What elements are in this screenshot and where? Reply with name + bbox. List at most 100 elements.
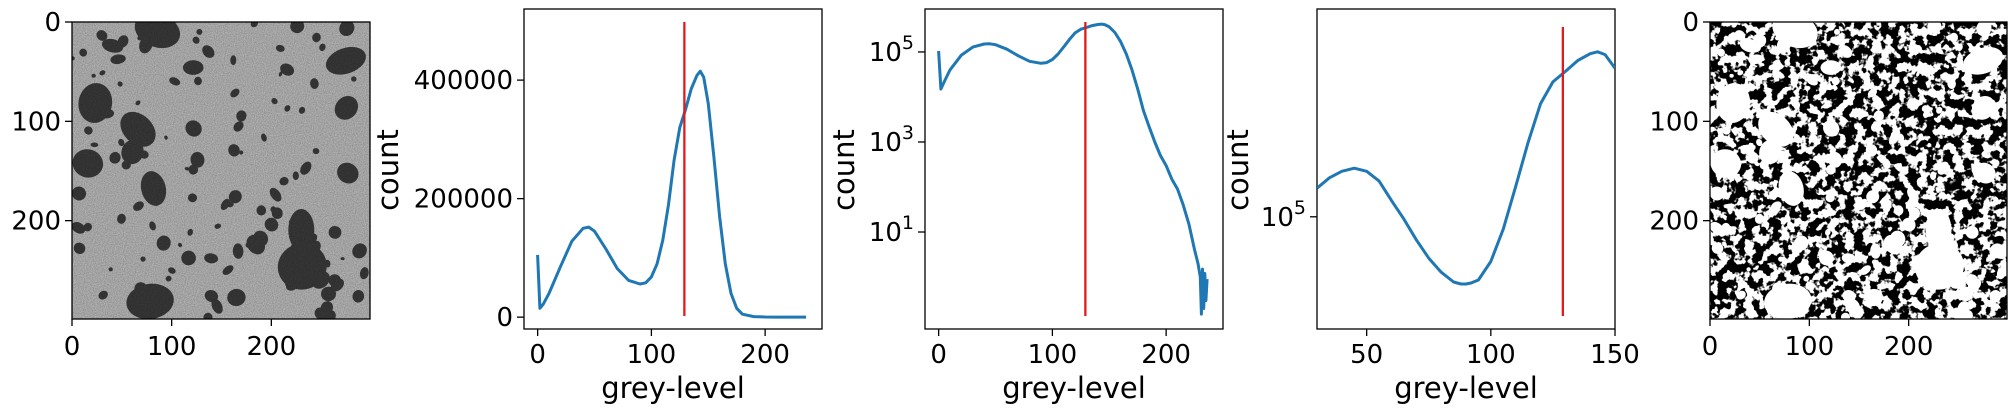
y-tick-label: 103 (869, 122, 914, 158)
binary-particle (1917, 63, 1932, 76)
binary-particle (1907, 206, 1914, 213)
binary-particle (1945, 233, 1955, 244)
binary-particle (1927, 22, 1942, 34)
binary-particle (1729, 73, 1734, 78)
binary-particle (1989, 243, 2005, 259)
binary-particle (1852, 223, 1859, 229)
binary-particle (1870, 121, 1882, 132)
binary-particle (1907, 187, 1919, 202)
binary-particle (1965, 225, 1979, 239)
binary-particle (1883, 234, 1903, 255)
binary-particle (1825, 228, 1831, 236)
binary-particle (1916, 177, 1926, 186)
binary-particle (1888, 22, 1896, 28)
x-tick-label: 150 (1590, 340, 1640, 370)
binary-particle (1736, 290, 1746, 300)
histogram-linear-ylabel: count (371, 129, 405, 211)
binary-particle (1949, 32, 1959, 43)
binary-particle (1794, 235, 1809, 251)
x-tick-label: 0 (64, 332, 81, 362)
binary-particle (1876, 150, 1881, 155)
binary-particle (1873, 110, 1884, 122)
binary-particle (1893, 205, 1904, 216)
x-tick-label: 0 (930, 340, 947, 370)
binary-particle (1823, 120, 1840, 137)
binary-particle (1728, 142, 1737, 148)
x-tick-label: 100 (147, 332, 197, 362)
binary-particle (1902, 217, 1916, 232)
y-tick-label: 200 (11, 207, 61, 237)
binary-particle (1913, 44, 1923, 52)
y-tick-label: 400000 (414, 66, 513, 96)
y-tick-label: 200 (1649, 207, 1699, 237)
binary-particle (1865, 144, 1878, 157)
binary-particle (1755, 35, 1767, 48)
binary-particle (1772, 22, 1818, 49)
histogram-zoom-frame (1316, 8, 1616, 330)
histogram-series-line (536, 69, 807, 319)
binary-particle (1977, 257, 1982, 261)
binary-particle (1710, 149, 1742, 178)
binary-particle (1756, 138, 1763, 147)
micrograph-panel: 0 100 200 0 100 200 (11, 8, 371, 362)
binary-particle (1961, 259, 1968, 268)
binary-particle (1834, 28, 1840, 35)
x-tick-label: 100 (1785, 332, 1835, 362)
binary-particle (1822, 167, 1828, 171)
x-tick-label: 200 (247, 332, 297, 362)
binary-particle (1849, 298, 1861, 314)
binary-particle (1956, 43, 1963, 52)
binary-particle (1773, 100, 1779, 106)
binary-particle (1867, 55, 1874, 66)
binary-particle (1754, 213, 1764, 224)
x-tick-label: 200 (740, 340, 790, 370)
x-tick-label: 200 (1141, 340, 1191, 370)
histogram-log-panel: 0 100 200 105 103 101 grey-level count (827, 8, 1224, 405)
binary-particle (1801, 135, 1806, 140)
histogram-linear-frame (523, 8, 823, 330)
binary-particle (1949, 271, 1968, 289)
histogram-series-line (1317, 50, 1615, 286)
histogram-linear-xlabel: grey-level (601, 371, 745, 405)
binary-particle (1755, 81, 1761, 87)
binary-particle (1770, 201, 1782, 211)
binary-particle (1710, 186, 1724, 201)
binary-particle (1803, 275, 1810, 282)
binary-particle (1778, 256, 1784, 262)
binary-particle (1841, 312, 1851, 319)
binary-particle (1962, 46, 2004, 75)
binary-particle (1736, 108, 1752, 119)
binary-particle (1864, 288, 1883, 307)
binary-particle (1777, 150, 1787, 159)
binary-particle (1717, 48, 1725, 57)
y-tick-label: 0 (44, 8, 61, 38)
binary-particle (1820, 60, 1842, 75)
binary-particle (1806, 77, 1818, 86)
binary-particle (1860, 265, 1871, 275)
binary-particle (1841, 253, 1856, 264)
histogram-zoom-ylabel: count (1221, 129, 1255, 211)
binary-particle (1831, 76, 1840, 86)
binary-panel: 0 100 200 0 100 200 (1649, 8, 2008, 362)
y-tick-label: 100 (1649, 107, 1699, 137)
binary-particle (1830, 36, 1838, 44)
micrograph-frame (71, 21, 371, 320)
binary-particle (1988, 76, 1994, 82)
x-tick-label: 100 (1466, 340, 1516, 370)
micrograph-image (72, 22, 370, 319)
binary-particle (1870, 243, 1881, 259)
binary-particle (1866, 190, 1880, 204)
histogram-zoom-xlabel: grey-level (1394, 371, 1538, 405)
binary-particle (1711, 242, 1724, 255)
binary-particle (1721, 222, 1730, 232)
binary-particle (1996, 267, 2006, 280)
binary-particle (1759, 160, 1769, 170)
histogram-zoom-panel: 50 100 150 105 grey-level count (1221, 8, 1640, 405)
binary-particle (1758, 111, 1794, 147)
binary-particle (1825, 193, 1835, 203)
binary-particle (1819, 250, 1834, 266)
histogram-linear-panel: 0 100 200 0 200000 400000 grey-level count (371, 8, 823, 405)
histogram-log-ylabel: count (827, 129, 861, 211)
binary-image (1710, 22, 2007, 319)
